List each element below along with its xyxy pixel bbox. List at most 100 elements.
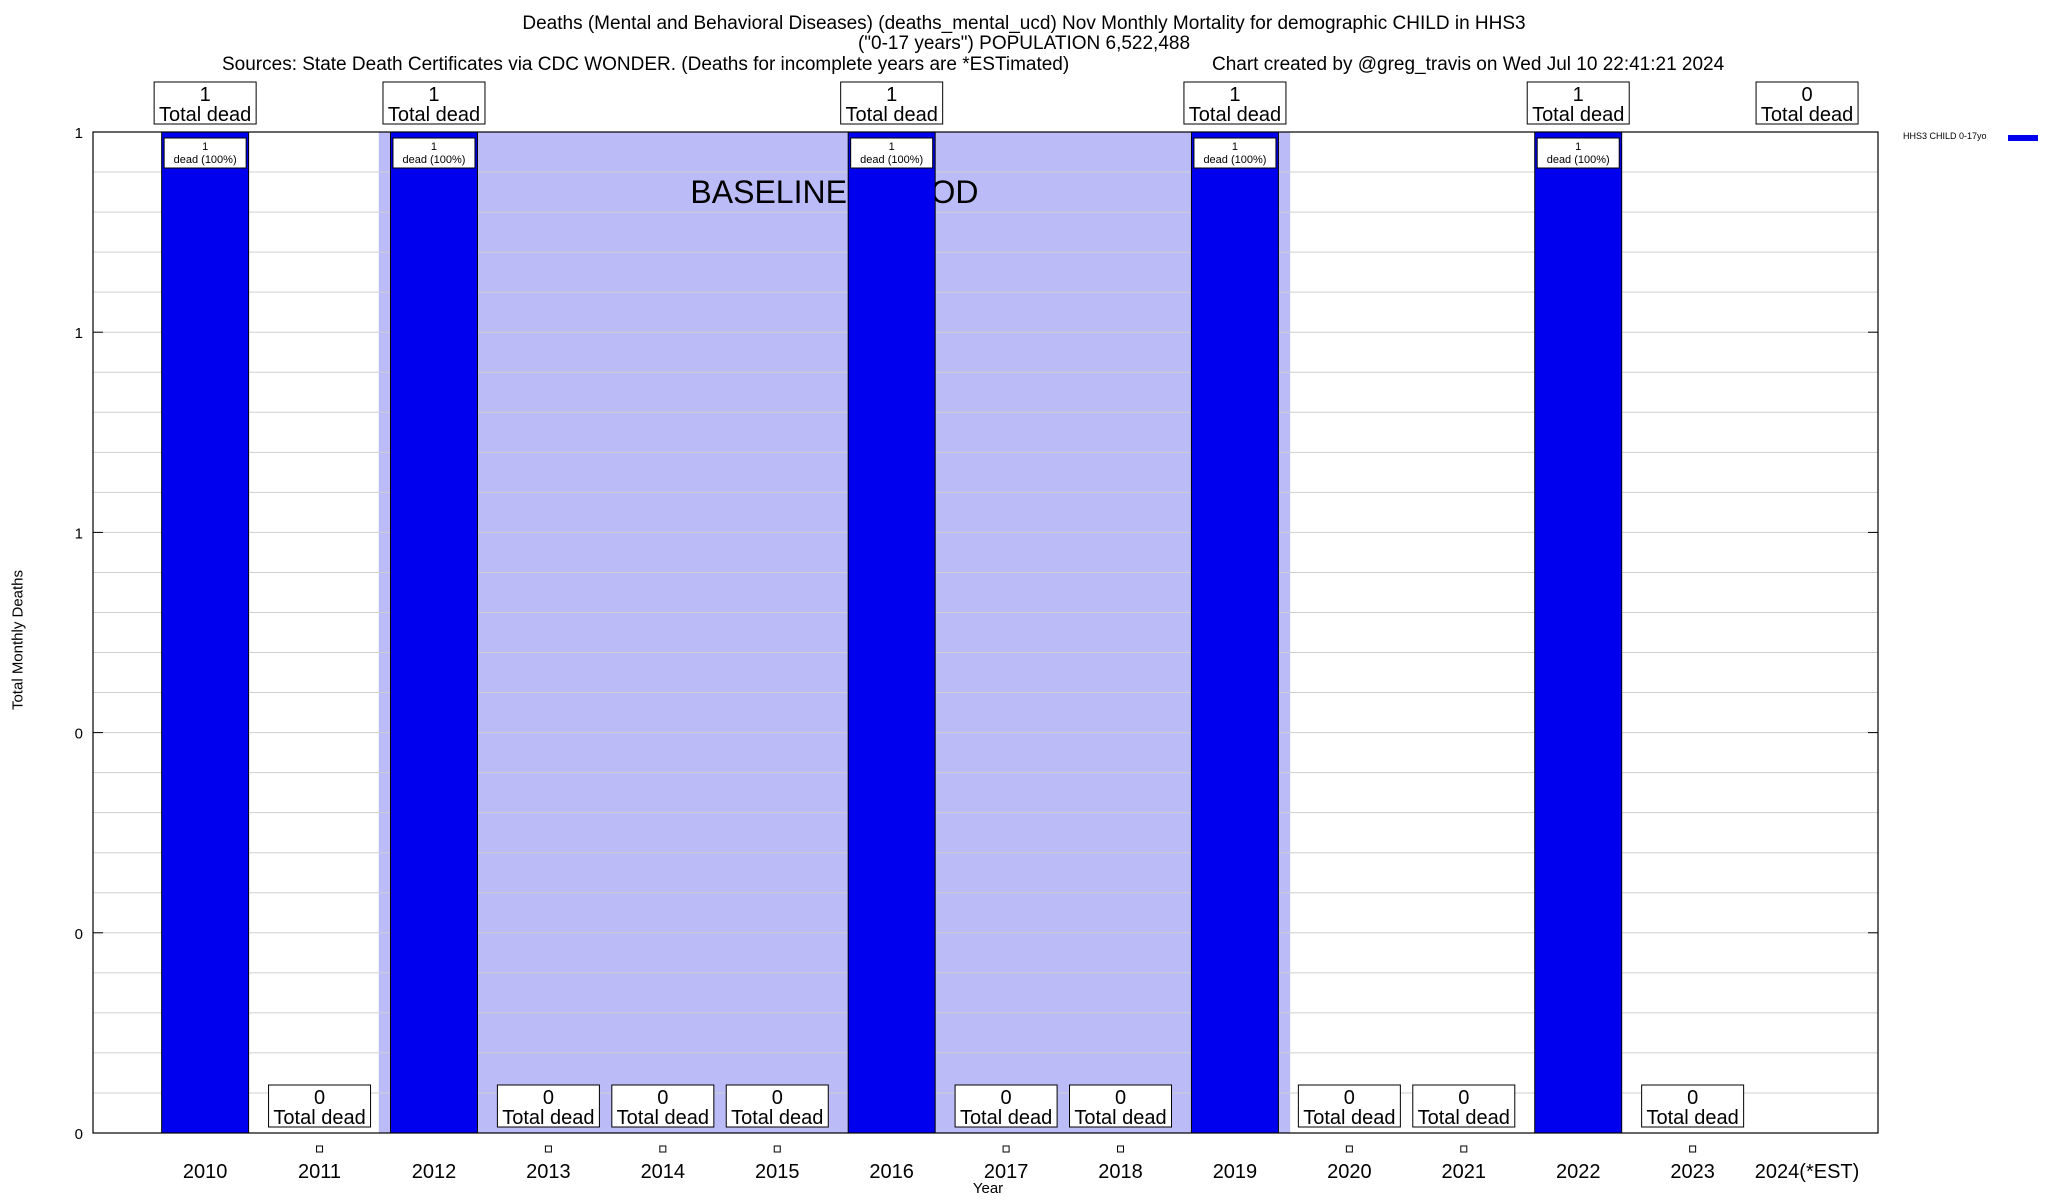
total-dead-count: 1 [428,84,439,106]
x-tick-label: 2011 [298,1161,341,1183]
zero-value-marker [316,1145,324,1153]
total-dead-count: 0 [314,1087,325,1109]
bar-value-label: dead (100%) [1203,154,1266,166]
bar [161,131,250,1134]
bar-value-label: dead (100%) [174,154,237,166]
total-dead-label: Total dead [846,104,938,126]
total-dead-label: Total dead [388,104,480,126]
total-dead-box [1069,1084,1173,1128]
total-dead-count: 0 [772,1087,783,1109]
total-dead-box [153,81,257,125]
x-tick-label: 2016 [869,1161,914,1183]
bar-value-box [163,137,247,169]
x-tick-label: 2010 [183,1161,228,1183]
total-dead-count: 0 [1001,1087,1012,1109]
total-dead-box [382,81,486,125]
bar-value-box [1193,137,1277,169]
chart-title: Deaths (Mental and Behavioral Diseases) … [522,13,1526,34]
bar-value-count: 1 [202,141,208,153]
x-tick-label: 2013 [526,1161,571,1183]
zero-value-marker [1117,1145,1125,1153]
x-tick-label: 2021 [1442,1161,1487,1183]
bar [1534,131,1623,1134]
bar-value-label: dead (100%) [402,154,465,166]
total-dead-label: Total dead [1761,104,1853,126]
total-dead-count: 0 [1115,1087,1126,1109]
bar-value-count: 1 [431,141,437,153]
total-dead-count: 1 [1229,84,1240,106]
bar-value-box [850,137,934,169]
zero-value-marker [1345,1145,1353,1153]
zero-value-marker [773,1145,781,1153]
baseline-period-shading [378,132,1291,1133]
credit-note: Chart created by @greg_travis on Wed Jul… [1212,54,1725,75]
y-tick-label: 0 [75,1126,83,1143]
plot-frame [92,131,1879,1134]
x-tick-label: 2017 [984,1161,1029,1183]
y-tick-label: 1 [75,125,83,142]
total-dead-box [1412,1084,1516,1128]
legend-swatch [2008,135,2038,141]
bar-value-count: 1 [1575,141,1581,153]
bar-value-count: 1 [889,141,895,153]
x-axis-label: Year [972,1180,1004,1197]
zero-value-marker [544,1145,552,1153]
zero-value-marker [1689,1145,1697,1153]
total-dead-box [1755,81,1859,125]
total-dead-label: Total dead [1074,1107,1166,1129]
total-dead-box [1183,81,1287,125]
y-tick-label: 1 [75,525,83,542]
x-tick-label: 2022 [1556,1161,1601,1183]
total-dead-label: Total dead [617,1107,709,1129]
bar-value-box [1536,137,1620,169]
bar [847,131,936,1134]
total-dead-label: Total dead [1418,1107,1510,1129]
bar [1190,131,1279,1134]
total-dead-box [954,1084,1058,1128]
total-dead-count: 0 [1801,84,1812,106]
y-tick-label: 1 [75,325,83,342]
bar-value-label: dead (100%) [860,154,923,166]
legend-label: HHS3 CHILD 0-17yo [1903,131,1987,141]
x-tick-label: 2023 [1670,1161,1715,1183]
total-dead-label: Total dead [731,1107,823,1129]
x-tick-label: 2018 [1098,1161,1143,1183]
total-dead-label: Total dead [960,1107,1052,1129]
bar-value-box [392,137,476,169]
total-dead-count: 1 [886,84,897,106]
y-tick-label: 0 [75,726,83,743]
y-axis-label: Total Monthly Deaths [9,569,27,711]
bar [390,131,478,1134]
total-dead-box [496,1084,600,1128]
bar-value-count: 1 [1232,141,1238,153]
total-dead-label: Total dead [273,1107,365,1129]
zero-value-marker [1002,1145,1010,1153]
total-dead-count: 1 [200,84,211,106]
x-tick-label: 2024(*EST) [1755,1161,1860,1183]
total-dead-box [840,81,944,125]
total-dead-box [725,1084,829,1128]
total-dead-label: Total dead [1532,104,1624,126]
bar-value-label: dead (100%) [1547,154,1610,166]
y-tick-label: 0 [75,926,83,943]
x-tick-label: 2019 [1213,1161,1258,1183]
x-tick-label: 2020 [1327,1161,1372,1183]
total-dead-count: 0 [1458,1087,1469,1109]
total-dead-count: 0 [1687,1087,1698,1109]
total-dead-box [1526,81,1630,125]
total-dead-box [1641,1084,1745,1128]
zero-value-marker [1460,1145,1468,1153]
total-dead-count: 1 [1573,84,1584,106]
total-dead-label: Total dead [1303,1107,1395,1129]
total-dead-count: 0 [1344,1087,1355,1109]
sources-note: Sources: State Death Certificates via CD… [222,54,1070,75]
total-dead-box [1297,1084,1401,1128]
chart-subtitle: ("0-17 years") POPULATION 6,522,488 [857,33,1191,54]
x-tick-label: 2015 [755,1161,800,1183]
x-tick-label: 2012 [412,1161,457,1183]
total-dead-label: Total dead [1189,104,1281,126]
total-dead-box [611,1084,715,1128]
x-tick-label: 2014 [641,1161,686,1183]
total-dead-box [268,1084,372,1128]
